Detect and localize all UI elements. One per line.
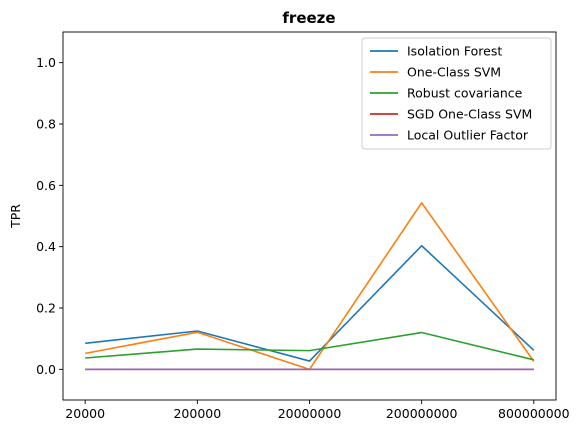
x-tick-label: 800000000 [498, 406, 570, 421]
legend-label: Isolation Forest [407, 44, 502, 59]
plot-area: 20000 200000 20000000 200000000 800000000 0.0… [36, 31, 570, 421]
y-axis-label: TPR [8, 204, 23, 229]
legend: Isolation Forest One-Class SVM Robust cova… [361, 37, 552, 150]
legend-box [361, 37, 552, 150]
y-tick-label: 0.8 [36, 117, 56, 132]
y-tick-label: 0.6 [36, 178, 56, 193]
x-tick-label: 20000 [65, 406, 105, 421]
legend-label: Local Outlier Factor [407, 128, 529, 143]
y-tick-label: 0.0 [36, 362, 56, 377]
series-line-1 [85, 202, 535, 371]
legend-label: One-Class SVM [407, 65, 501, 80]
y-tick-label: 0.2 [36, 301, 56, 316]
x-tick-label: 20000000 [278, 406, 342, 421]
y-tick-label: 1.0 [36, 55, 56, 70]
legend-label: Robust covariance [407, 86, 523, 101]
x-tick-label: 200000 [173, 406, 221, 421]
chart-title: freeze [282, 9, 335, 27]
x-tick-label: 200000000 [386, 406, 458, 421]
y-tick-label: 0.4 [36, 239, 56, 254]
legend-label: SGD One-Class SVM [407, 107, 532, 122]
